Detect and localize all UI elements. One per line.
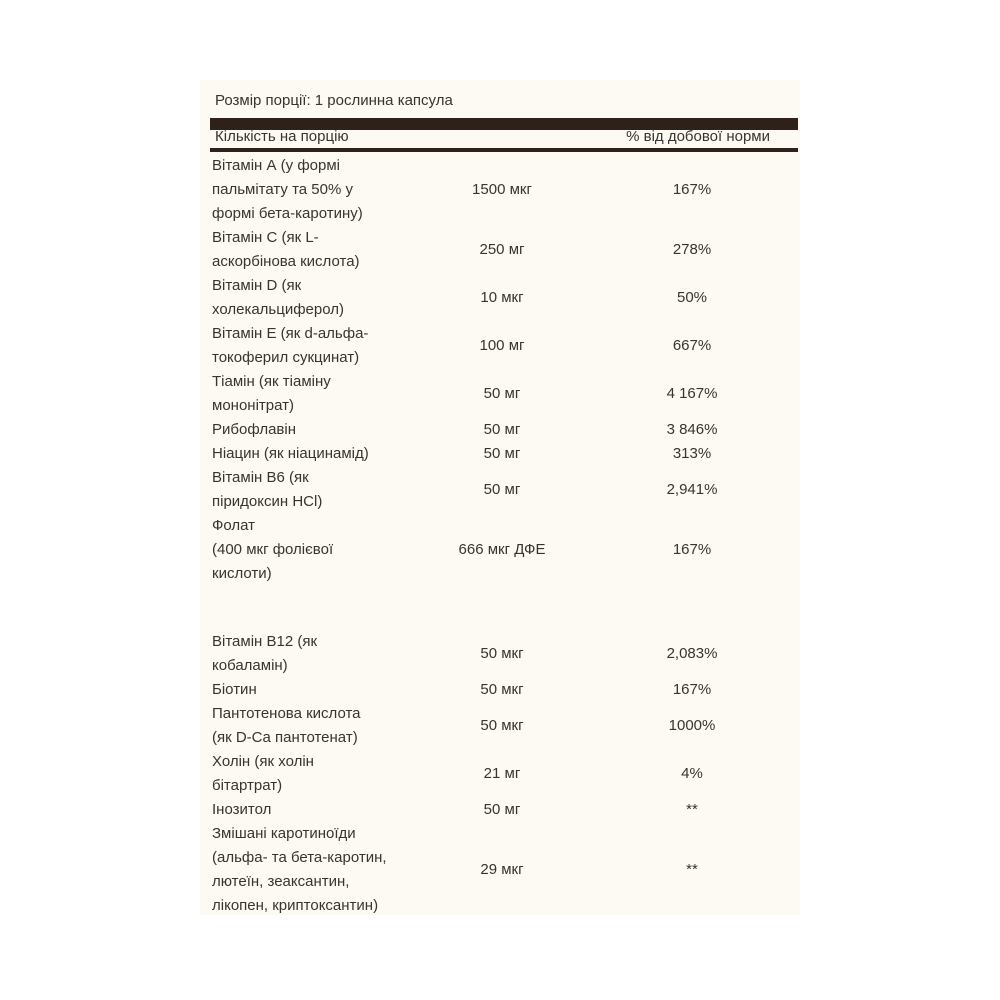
nutrient-amount: 50 мг	[483, 445, 521, 462]
nutrient-amount: 666 мкг ДФЕ	[458, 541, 546, 558]
nutrient-amount: 10 мкг	[480, 289, 524, 306]
nutrient-amount: 50 мг	[483, 801, 521, 818]
nutrient-daily-value: 167%	[672, 181, 712, 198]
nutrient-amount: 50 мг	[483, 421, 521, 438]
table-row: Ніацин (як ніацинамід) 50 мг 313%	[212, 442, 800, 466]
nutrient-name: Рибофлавін	[212, 421, 297, 438]
nutrient-amount: 50 мкг	[480, 645, 524, 662]
nutrient-name: Вітамін B6 (як піридоксин HCl)	[212, 469, 323, 510]
nutrient-name: Пантотенова кислота (як D-Ca пантотенат)	[212, 705, 361, 746]
nutrient-name: Інозитол	[212, 801, 272, 818]
nutrient-daily-value: 2,083%	[666, 645, 718, 662]
table-row: Змішані каротиноїди (альфа- та бета-каро…	[212, 822, 800, 918]
nutrient-name: Вітамін Е (як d-альфа-токоферил сукцинат…	[212, 325, 369, 366]
nutrient-daily-value: 1000%	[668, 717, 716, 734]
nutrient-daily-value: 3 846%	[666, 421, 718, 438]
nutrient-daily-value: **	[686, 801, 698, 818]
table-row: Рибофлавін 50 мг 3 846%	[212, 418, 800, 442]
nutrient-daily-value: 667%	[672, 337, 712, 354]
table-row: Тіамін (як тіаміну мононітрат) 50 мг 4 167%	[212, 370, 800, 418]
table-row: Вітамін B12 (як кобаламін) 50 мкг 2,083%	[212, 630, 800, 678]
nutrient-daily-value: 4 167%	[666, 385, 718, 402]
table-row: Біотин 50 мкг 167%	[212, 678, 800, 702]
nutrient-daily-value: **	[686, 861, 698, 878]
table-row: Пантотенова кислота (як D-Ca пантотенат) 5…	[212, 702, 800, 750]
table-row: Вітамін D (як холекальциферол) 10 мкг 50%	[212, 274, 800, 322]
nutrient-table: Вітамін А (у формі пальмітату та 50% у фор…	[212, 154, 800, 918]
table-row: Вітамін С (як L-аскорбінова кислота) 250 …	[212, 226, 800, 274]
nutrient-daily-value: 2,941%	[666, 481, 718, 498]
table-row: Вітамін Е (як d-альфа-токоферил сукцинат…	[212, 322, 800, 370]
serving-size: Розмір порції: 1 рослинна капсула	[215, 92, 453, 109]
nutrient-amount: 50 мкг	[480, 681, 524, 698]
nutrient-daily-value: 313%	[672, 445, 712, 462]
nutrient-name: Вітамін B12 (як кобаламін)	[212, 633, 318, 674]
table-header: Кількість на порцію % від добової норми	[210, 128, 798, 148]
supplement-facts-panel: Розмір порції: 1 рослинна капсула Кількі…	[200, 80, 800, 915]
table-row: Вітамін А (у формі пальмітату та 50% у фор…	[212, 154, 800, 226]
nutrient-daily-value: 278%	[672, 241, 712, 258]
nutrient-amount: 50 мг	[483, 385, 521, 402]
nutrient-daily-value: 167%	[672, 541, 712, 558]
nutrient-name: Холін (як холін бітартрат)	[212, 753, 314, 794]
nutrient-name: Вітамін С (як L-аскорбінова кислота)	[212, 229, 360, 270]
nutrient-daily-value: 4%	[681, 765, 703, 782]
divider-thick	[210, 118, 798, 130]
nutrient-daily-value: 167%	[672, 681, 712, 698]
header-daily-value: % від добової норми	[626, 128, 770, 145]
table-row: Холін (як холін бітартрат) 21 мг 4%	[212, 750, 800, 798]
nutrient-name: Фолат (400 мкг фолієвої кислоти)	[212, 517, 334, 582]
table-row: Інозитол 50 мг **	[212, 798, 800, 822]
nutrient-amount: 50 мкг	[480, 717, 524, 734]
nutrient-amount: 100 мг	[479, 337, 525, 354]
nutrient-name: Тіамін (як тіаміну мононітрат)	[212, 373, 331, 414]
nutrient-amount: 1500 мкг	[472, 181, 532, 198]
divider-thin	[210, 148, 798, 152]
nutrient-amount: 21 мг	[483, 765, 521, 782]
nutrient-amount: 29 мкг	[480, 861, 524, 878]
nutrient-name: Вітамін D (як холекальциферол)	[212, 277, 344, 318]
table-row: Фолат (400 мкг фолієвої кислоти) 666 мкг ДФ…	[212, 514, 800, 586]
nutrient-amount: 250 мг	[479, 241, 525, 258]
nutrient-name: Змішані каротиноїди (альфа- та бета-каро…	[212, 825, 387, 914]
nutrient-amount: 50 мг	[483, 481, 521, 498]
nutrient-name: Ніацин (як ніацинамід)	[212, 445, 369, 462]
nutrient-name: Вітамін А (у формі пальмітату та 50% у фор…	[212, 157, 363, 222]
table-row: Вітамін B6 (як піридоксин HCl) 50 мг 2,941%	[212, 466, 800, 514]
nutrient-daily-value: 50%	[676, 289, 708, 306]
header-amount-per-serving: Кількість на порцію	[215, 128, 349, 145]
nutrient-name: Біотин	[212, 681, 257, 698]
